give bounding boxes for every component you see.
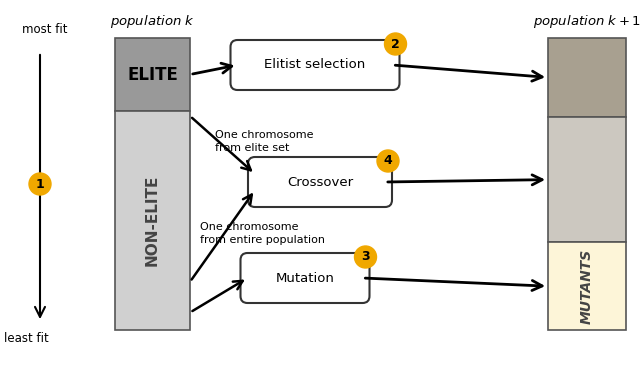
Text: most fit: most fit: [22, 23, 67, 36]
Text: ELITE: ELITE: [127, 66, 178, 83]
Text: NON-ELITE: NON-ELITE: [145, 175, 160, 266]
Text: population $k$: population $k$: [110, 13, 195, 30]
Text: 2: 2: [391, 37, 400, 51]
Circle shape: [29, 173, 51, 195]
FancyBboxPatch shape: [248, 157, 392, 207]
Text: 4: 4: [383, 154, 392, 168]
Text: 3: 3: [361, 250, 370, 264]
Bar: [115, 38, 190, 111]
Text: population $k+1$: population $k+1$: [533, 13, 640, 30]
FancyBboxPatch shape: [241, 253, 369, 303]
Text: One chromosome
from entire population: One chromosome from entire population: [200, 222, 325, 245]
Text: Crossover: Crossover: [287, 176, 353, 188]
Text: MUTANTS: MUTANTS: [580, 249, 594, 324]
Text: One chromosome
from elite set: One chromosome from elite set: [215, 130, 314, 153]
Circle shape: [385, 33, 406, 55]
Text: 1: 1: [36, 178, 44, 190]
Text: least fit: least fit: [4, 332, 49, 345]
Bar: [548, 38, 626, 117]
Circle shape: [355, 246, 376, 268]
Bar: [115, 111, 190, 330]
Bar: [548, 117, 626, 242]
Text: Elitist selection: Elitist selection: [264, 59, 365, 71]
Circle shape: [377, 150, 399, 172]
Text: Mutation: Mutation: [276, 272, 335, 284]
FancyBboxPatch shape: [230, 40, 399, 90]
Bar: [548, 242, 626, 330]
